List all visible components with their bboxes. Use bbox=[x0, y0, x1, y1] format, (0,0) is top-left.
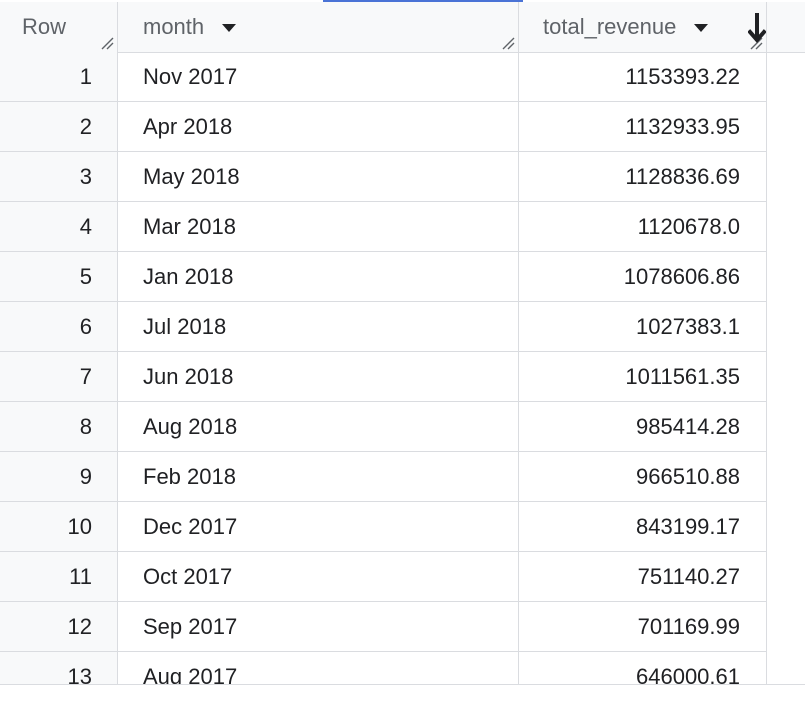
column-header-month[interactable]: month bbox=[118, 2, 519, 52]
table-row[interactable]: 9 Feb 2018 966510.88 bbox=[0, 452, 767, 502]
row-number-cell: 10 bbox=[0, 502, 118, 551]
row-number-cell: 7 bbox=[0, 352, 118, 401]
table-row[interactable]: 11 Oct 2017 751140.27 bbox=[0, 552, 767, 602]
table-row[interactable]: 13 Aug 2017 646000.61 bbox=[0, 652, 767, 684]
month-cell[interactable]: Mar 2018 bbox=[118, 202, 519, 251]
table-row[interactable]: 5 Jan 2018 1078606.86 bbox=[0, 252, 767, 302]
row-number-cell: 11 bbox=[0, 552, 118, 601]
table-row[interactable]: 2 Apr 2018 1132933.95 bbox=[0, 102, 767, 152]
column-resize-handle-icon[interactable] bbox=[501, 36, 515, 50]
column-header-row: Row bbox=[0, 2, 118, 52]
total-revenue-cell[interactable]: 751140.27 bbox=[519, 552, 767, 601]
total-revenue-cell[interactable]: 1132933.95 bbox=[519, 102, 767, 151]
total-revenue-cell[interactable]: 1128836.69 bbox=[519, 152, 767, 201]
total-revenue-cell[interactable]: 1120678.0 bbox=[519, 202, 767, 251]
total-revenue-cell[interactable]: 966510.88 bbox=[519, 452, 767, 501]
month-cell[interactable]: Dec 2017 bbox=[118, 502, 519, 551]
row-number-cell: 8 bbox=[0, 402, 118, 451]
results-table: Row month total_revenue 1 Nov 2017 1153393… bbox=[0, 2, 805, 684]
row-number-cell: 9 bbox=[0, 452, 118, 501]
total-revenue-cell[interactable]: 1027383.1 bbox=[519, 302, 767, 351]
total-revenue-cell[interactable]: 1078606.86 bbox=[519, 252, 767, 301]
table-row[interactable]: 7 Jun 2018 1011561.35 bbox=[0, 352, 767, 402]
column-header-label: Row bbox=[22, 14, 67, 39]
row-number-cell: 12 bbox=[0, 602, 118, 651]
total-revenue-cell[interactable]: 646000.61 bbox=[519, 652, 767, 684]
row-number-cell: 2 bbox=[0, 102, 118, 151]
month-cell[interactable]: Nov 2017 bbox=[118, 52, 519, 101]
row-number-cell: 5 bbox=[0, 252, 118, 301]
column-resize-handle-icon[interactable] bbox=[749, 36, 763, 50]
table-header: Row month total_revenue bbox=[0, 2, 805, 53]
month-cell[interactable]: Jan 2018 bbox=[118, 252, 519, 301]
row-number-cell: 3 bbox=[0, 152, 118, 201]
column-header-total-revenue[interactable]: total_revenue bbox=[519, 2, 767, 52]
table-row[interactable]: 3 May 2018 1128836.69 bbox=[0, 152, 767, 202]
table-row[interactable]: 1 Nov 2017 1153393.22 bbox=[0, 52, 767, 102]
table-row[interactable]: 10 Dec 2017 843199.17 bbox=[0, 502, 767, 552]
row-number-cell: 1 bbox=[0, 52, 118, 101]
tab-indicator bbox=[323, 0, 523, 2]
month-cell[interactable]: Oct 2017 bbox=[118, 552, 519, 601]
month-cell[interactable]: Apr 2018 bbox=[118, 102, 519, 151]
total-revenue-cell[interactable]: 1153393.22 bbox=[519, 52, 767, 101]
row-number-cell: 4 bbox=[0, 202, 118, 251]
month-cell[interactable]: Aug 2017 bbox=[118, 652, 519, 684]
total-revenue-cell[interactable]: 701169.99 bbox=[519, 602, 767, 651]
month-cell[interactable]: Jul 2018 bbox=[118, 302, 519, 351]
row-number-cell: 6 bbox=[0, 302, 118, 351]
month-cell[interactable]: Aug 2018 bbox=[118, 402, 519, 451]
total-revenue-cell[interactable]: 843199.17 bbox=[519, 502, 767, 551]
table-body: 1 Nov 2017 1153393.22 2 Apr 2018 1132933.95 3 M… bbox=[0, 52, 767, 684]
table-row[interactable]: 8 Aug 2018 985414.28 bbox=[0, 402, 767, 452]
month-cell[interactable]: Sep 2017 bbox=[118, 602, 519, 651]
month-cell[interactable]: May 2018 bbox=[118, 152, 519, 201]
sort-arrow-down-icon[interactable] bbox=[694, 24, 709, 32]
table-row[interactable]: 12 Sep 2017 701169.99 bbox=[0, 602, 767, 652]
table-bottom-divider bbox=[0, 684, 805, 685]
total-revenue-cell[interactable]: 1011561.35 bbox=[519, 352, 767, 401]
total-revenue-cell[interactable]: 985414.28 bbox=[519, 402, 767, 451]
month-cell[interactable]: Feb 2018 bbox=[118, 452, 519, 501]
column-resize-handle-icon[interactable] bbox=[100, 36, 114, 50]
table-row[interactable]: 4 Mar 2018 1120678.0 bbox=[0, 202, 767, 252]
table-row[interactable]: 6 Jul 2018 1027383.1 bbox=[0, 302, 767, 352]
sort-arrow-down-icon[interactable] bbox=[222, 24, 237, 32]
row-number-cell: 13 bbox=[0, 652, 118, 684]
column-header-label: total_revenue bbox=[543, 14, 677, 39]
month-cell[interactable]: Jun 2018 bbox=[118, 352, 519, 401]
column-header-label: month bbox=[143, 14, 205, 39]
mouse-cursor-icon bbox=[747, 12, 767, 44]
